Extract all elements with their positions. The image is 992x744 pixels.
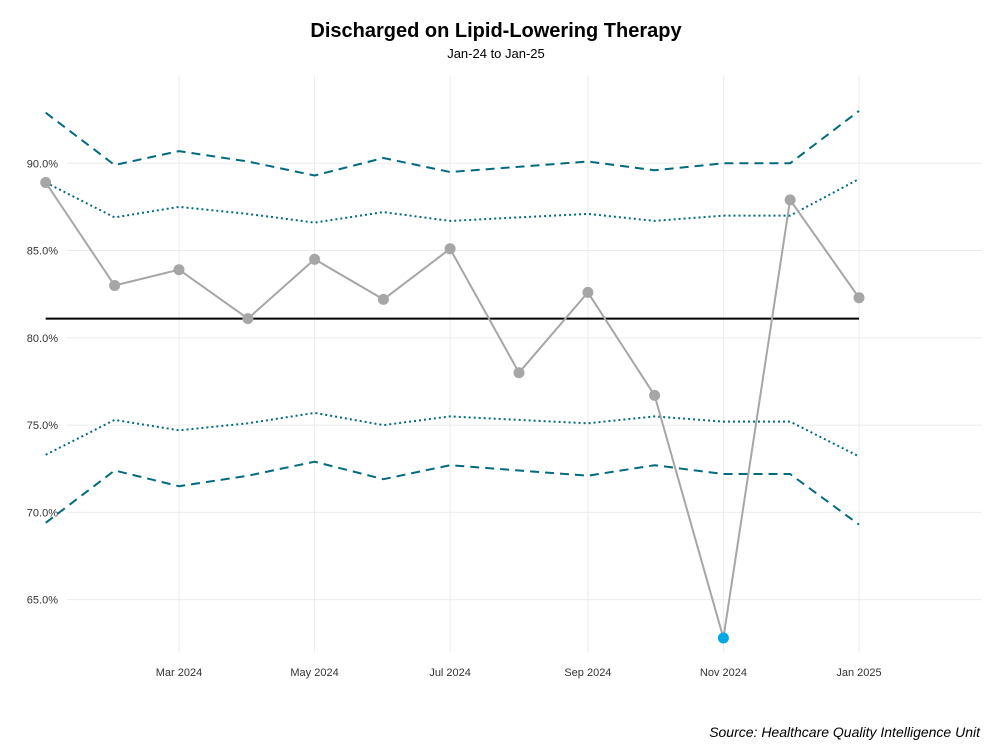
y-tick-label: 75.0% <box>27 420 58 432</box>
y-tick-label: 70.0% <box>27 507 58 519</box>
y-tick-label: 65.0% <box>27 595 58 607</box>
axis-labels: 65.0% 70.0% 75.0% 80.0% 85.0% 90.0% Mar 2024 Ma… <box>27 158 882 679</box>
x-tick-label: Jul 2024 <box>429 667 471 679</box>
upper-inner-limit-line <box>45 178 860 224</box>
y-tick-label: 85.0% <box>27 246 58 258</box>
chart-subtitle: Jan-24 to Jan-25 <box>447 46 545 61</box>
lower-outer-limit-line <box>45 460 860 526</box>
data-point <box>40 177 52 188</box>
data-point <box>173 264 185 276</box>
x-tick-label: Mar 2024 <box>156 667 202 679</box>
y-tick-label: 90.0% <box>27 158 58 170</box>
data-point <box>582 286 594 298</box>
points-layer <box>40 177 865 644</box>
data-point <box>242 313 254 325</box>
x-tick-label: May 2024 <box>290 667 338 679</box>
data-point <box>444 243 456 255</box>
chart-title: Discharged on Lipid-Lowering Therapy <box>310 20 682 42</box>
data-point <box>513 367 525 379</box>
data-point <box>309 253 321 265</box>
y-tick-label: 80.0% <box>27 333 58 345</box>
upper-outer-limit-line <box>45 110 860 177</box>
data-point <box>784 194 796 206</box>
x-tick-label: Sep 2024 <box>564 667 611 679</box>
x-tick-label: Nov 2024 <box>700 667 747 679</box>
x-tick-label: Jan 2025 <box>836 667 881 679</box>
data-point <box>377 293 389 305</box>
data-point <box>649 389 661 401</box>
chart-caption: Source: Healthcare Quality Intelligence … <box>709 724 980 740</box>
series-layer <box>44 110 860 639</box>
grid-lines <box>67 76 982 652</box>
highlighted-data-point <box>717 632 729 644</box>
data-point <box>109 280 121 291</box>
lower-inner-limit-line <box>45 411 860 458</box>
data-point <box>853 292 865 304</box>
